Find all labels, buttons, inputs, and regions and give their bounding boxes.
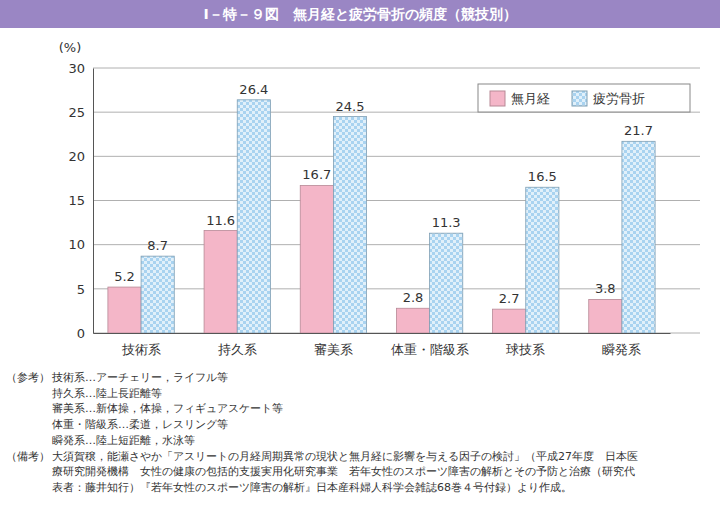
x-tick: 審美系 — [314, 333, 353, 357]
y-tick: 15 — [68, 193, 93, 208]
bar — [526, 187, 559, 333]
title-band — [0, 0, 720, 28]
y-tick-label: 30 — [68, 61, 85, 76]
x-axis: 技術系 持久系 審美系 体重・階級系 球技系 瞬発系 — [94, 333, 671, 357]
grid-line — [93, 68, 700, 69]
title: Ⅰ－特－９図 無月経と疲労骨折の頻度（競技別） — [203, 6, 516, 22]
y-tick: 25 — [68, 105, 93, 120]
legend-swatch — [572, 91, 587, 106]
legend: 無月経 疲労骨折 — [478, 84, 690, 112]
y-tick: 20 — [68, 149, 93, 164]
legend-label: 無月経 — [511, 91, 550, 106]
y-tick: 5 — [77, 281, 93, 296]
note-line: 大須賀穣，能瀬さやか「アスリートの月経周期異常の現状と無月経に影響を与える因子の… — [52, 450, 638, 463]
y-tick: 10 — [68, 237, 93, 252]
bars — [108, 100, 655, 333]
grid-line — [93, 244, 700, 245]
y-tick-label: 20 — [68, 149, 85, 164]
x-tick-label: 瞬発系 — [602, 342, 641, 357]
data-label: 2.8 — [403, 290, 424, 305]
data-label: 26.4 — [239, 82, 268, 97]
bar — [204, 231, 237, 333]
y-tick: 0 — [77, 326, 93, 341]
data-label: 16.5 — [528, 169, 557, 184]
y-axis-title: (%) — [59, 40, 82, 55]
note-line: 瞬発系…陸上短距離，水泳等 — [52, 434, 195, 447]
y-tick-label: 25 — [68, 105, 85, 120]
note-line: 技術系…アーチェリー，ライフル等 — [51, 371, 228, 384]
x-tick-label: 審美系 — [314, 342, 353, 357]
y-axis: 0 5 10 15 20 25 30 — [68, 61, 93, 341]
grid-line — [93, 156, 700, 157]
bar — [333, 117, 366, 333]
bar — [493, 309, 526, 333]
legend-label: 疲労骨折 — [593, 91, 645, 106]
bar — [141, 256, 174, 333]
data-label: 11.6 — [206, 213, 235, 228]
grid — [93, 68, 700, 333]
bar — [396, 308, 429, 333]
bar — [108, 287, 141, 333]
y-tick-label: 15 — [68, 193, 85, 208]
x-axis-line — [94, 333, 671, 334]
note-line: 審美系…新体操，体操，フィギュアスケート等 — [52, 402, 283, 415]
x-tick: 球技系 — [506, 333, 545, 357]
legend-box — [478, 84, 690, 112]
note-line: 療研究開発機構 女性の健康の包括的支援実用化研究事業 若年女性のスポーツ障害の解… — [52, 465, 635, 478]
data-label: 16.7 — [302, 167, 331, 182]
data-label: 2.7 — [499, 291, 520, 306]
x-tick-label: 持久系 — [218, 342, 257, 357]
x-tick: 持久系 — [218, 333, 257, 357]
bar — [237, 100, 270, 333]
notes: （参考）技術系…アーチェリー，ライフル等持久系…陸上長距離等審美系…新体操，体操… — [6, 371, 638, 494]
y-tick-label: 5 — [77, 281, 85, 296]
data-label: 8.7 — [147, 238, 168, 253]
note-label: （参考） — [6, 371, 50, 384]
note-line: 体重・階級系…柔道，レスリング等 — [52, 418, 228, 431]
y-tick-label: 10 — [68, 237, 85, 252]
x-tick-label: 技術系 — [121, 342, 161, 357]
note-line: 持久系…陸上長距離等 — [52, 387, 162, 400]
grid-line — [93, 200, 700, 201]
legend-swatch — [490, 91, 505, 106]
x-tick-label: 体重・階級系 — [391, 342, 469, 357]
data-label: 5.2 — [114, 269, 135, 284]
data-label: 3.8 — [595, 281, 616, 296]
data-labels: 5.2 11.6 16.7 2.8 2.7 3.8 8.7 26.4 24.5 11.3 16.5 2… — [114, 82, 653, 306]
bar — [430, 233, 463, 333]
x-tick: 技術系 — [121, 333, 161, 357]
data-label: 21.7 — [624, 123, 653, 138]
x-tick: 体重・階級系 — [391, 333, 469, 357]
y-axis-line — [93, 69, 94, 334]
data-label: 11.3 — [432, 215, 461, 230]
y-tick-label: 0 — [77, 326, 85, 341]
bar — [622, 141, 655, 333]
chart: Ⅰ－特－９図 無月経と疲労骨折の頻度（競技別） 0 5 10 15 20 25 30 (%) 技術… — [0, 0, 720, 511]
bar — [300, 185, 333, 333]
x-tick-label: 球技系 — [506, 342, 545, 357]
bar — [589, 299, 622, 333]
note-label: （備考） — [6, 450, 50, 463]
data-label: 24.5 — [336, 99, 365, 114]
y-tick: 30 — [68, 61, 93, 76]
x-tick: 瞬発系 — [602, 333, 641, 357]
note-line: 表者：藤井知行）『若年女性のスポーツ障害の解析』日本産科婦人科学会雑誌68巻４号… — [52, 481, 572, 494]
